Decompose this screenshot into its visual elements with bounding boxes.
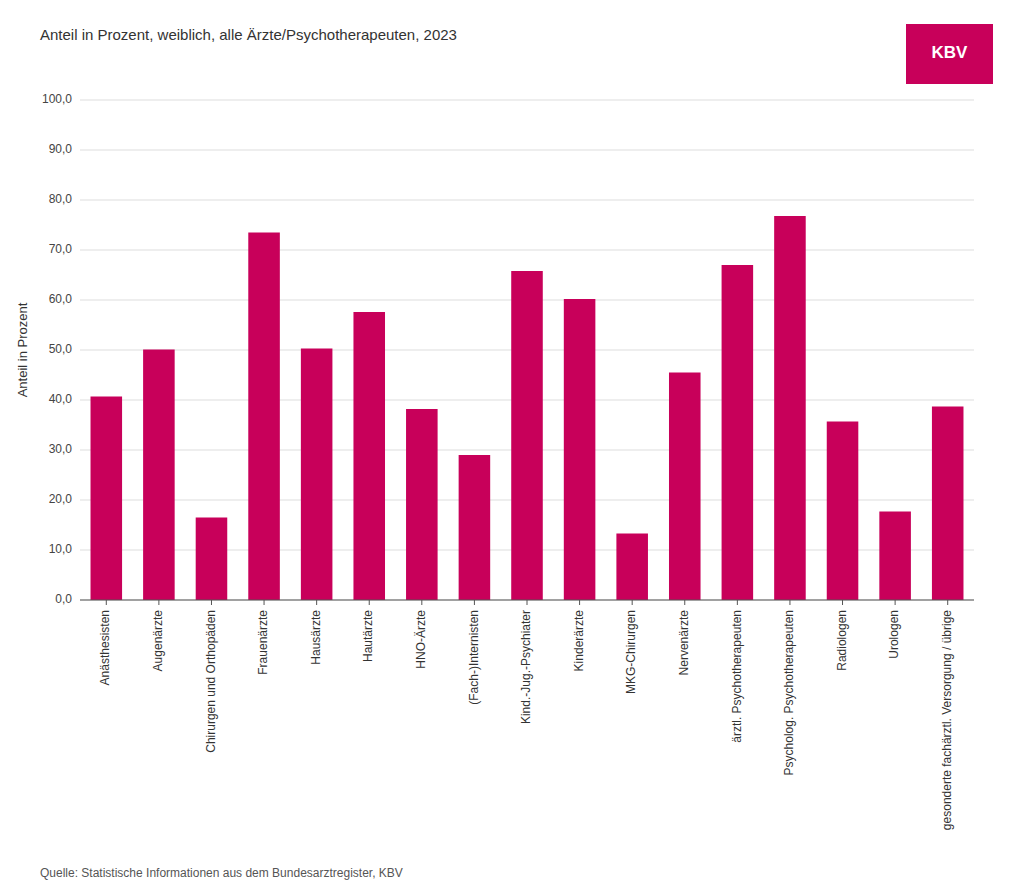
- x-tick-label: Radiologen: [835, 610, 849, 671]
- x-tick: [369, 600, 370, 605]
- x-tick-label: Kind.-Jug.-Psychiater: [519, 610, 533, 724]
- x-tick: [316, 600, 317, 605]
- x-tick-label: Urologen: [887, 610, 901, 659]
- y-tick-label: 10,0: [49, 542, 73, 556]
- y-tick-label: 50,0: [49, 342, 73, 356]
- logo-background: [906, 24, 993, 84]
- x-tick-label: (Fach-)Internisten: [467, 610, 481, 705]
- x-tick: [264, 600, 265, 605]
- bar: [722, 265, 754, 600]
- bar: [459, 455, 491, 600]
- bar: [143, 350, 175, 601]
- grid-line: [80, 250, 974, 251]
- grid-line: [80, 200, 974, 201]
- bar: [91, 397, 123, 601]
- x-tick: [737, 600, 738, 605]
- x-tick-label: Hausärzte: [309, 610, 323, 665]
- bar: [616, 534, 648, 601]
- x-tick-label: Anästhesisten: [98, 610, 112, 685]
- y-tick-label: 30,0: [49, 442, 73, 456]
- bars: [91, 216, 964, 600]
- x-tick: [579, 600, 580, 605]
- bar: [196, 518, 228, 601]
- x-axis: Anästhesisten Augenärzte Chirurgen und Ort…: [80, 600, 974, 830]
- x-tick-label: Augenärzte: [151, 610, 165, 672]
- title: Anteil in Prozent, weiblich, alle Ärzte/…: [40, 26, 457, 43]
- x-tick: [158, 600, 159, 605]
- grid: [80, 100, 974, 600]
- bar: [774, 216, 806, 600]
- y-axis-label: Anteil in Prozent: [15, 302, 30, 397]
- x-tick: [632, 600, 633, 605]
- bar: [827, 422, 859, 601]
- x-tick-label: gesonderte fachärztl. Versorgung / übrig…: [940, 610, 954, 830]
- bar: [301, 349, 333, 601]
- x-tick-label: ärztl. Psychotherapeuten: [730, 610, 744, 743]
- y-axis: 0,0 10,0 20,0 30,0 40,0 50,0 60,0 70,0 80,0 90,0 1…: [42, 92, 72, 606]
- bar: [932, 407, 964, 601]
- x-tick-label: Nervenärzte: [677, 610, 691, 676]
- x-tick-label: Kinderärzte: [572, 610, 586, 672]
- x-tick: [684, 600, 685, 605]
- y-tick-label: 90,0: [49, 142, 73, 156]
- x-tick: [474, 600, 475, 605]
- x-tick-label: Frauenärzte: [256, 610, 270, 675]
- y-tick-label: 60,0: [49, 292, 73, 306]
- y-tick-label: 70,0: [49, 242, 73, 256]
- y-tick-label: 100,0: [42, 92, 72, 106]
- y-tick-label: 40,0: [49, 392, 73, 406]
- x-tick: [947, 600, 948, 605]
- x-tick: [789, 600, 790, 605]
- y-tick-label: 20,0: [49, 492, 73, 506]
- y-tick-label: 80,0: [49, 192, 73, 206]
- bar: [406, 409, 438, 600]
- x-tick: [211, 600, 212, 605]
- x-tick-label: Psycholog. Psychotherapeuten: [782, 610, 796, 775]
- grid-line: [80, 100, 974, 101]
- bar: [669, 373, 701, 601]
- x-tick-label: MKG-Chirurgen: [624, 610, 638, 694]
- x-tick: [895, 600, 896, 605]
- bar: [564, 299, 596, 600]
- bar: [511, 271, 543, 600]
- y-tick-label: 0,0: [55, 592, 72, 606]
- x-tick: [527, 600, 528, 605]
- bar: [879, 512, 911, 601]
- x-tick-label: Hautärzte: [361, 610, 375, 662]
- bar: [353, 312, 385, 600]
- x-tick: [421, 600, 422, 605]
- chart: 0,0 10,0 20,0 30,0 40,0 50,0 60,0 70,0 80,0 90,0 1…: [0, 0, 1024, 889]
- source: Quelle: Statistische Informationen aus d…: [40, 866, 403, 880]
- logo-box: KBV: [906, 24, 993, 84]
- bar: [248, 233, 280, 601]
- x-tick: [842, 600, 843, 605]
- x-tick-label: Chirurgen und Orthopäden: [204, 610, 218, 753]
- x-tick-label: HNO-Ärzte: [414, 610, 428, 669]
- grid-line: [80, 150, 974, 151]
- x-tick: [106, 600, 107, 605]
- logo-text: KBV: [932, 43, 969, 62]
